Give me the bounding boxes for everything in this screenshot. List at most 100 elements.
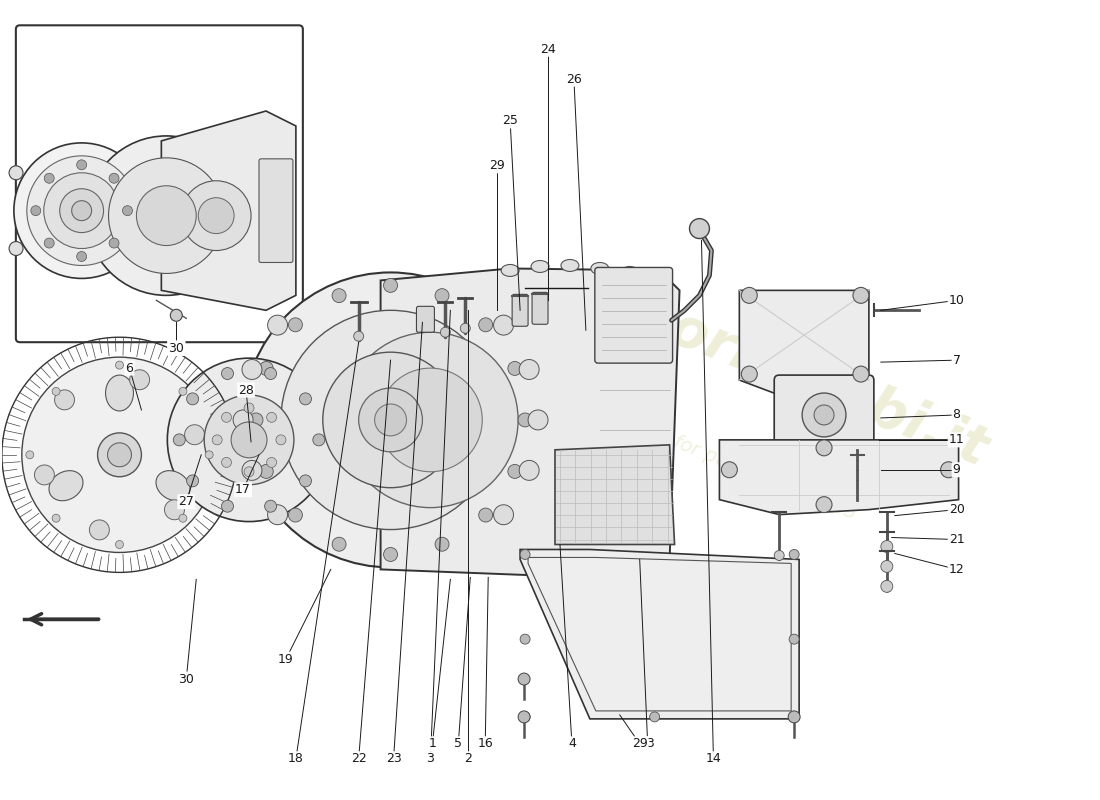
Circle shape [440, 327, 450, 338]
Text: 27: 27 [178, 495, 195, 508]
Circle shape [312, 434, 324, 446]
FancyBboxPatch shape [417, 306, 434, 332]
Circle shape [243, 273, 538, 567]
Circle shape [520, 634, 530, 644]
Text: 13: 13 [640, 738, 656, 750]
Circle shape [87, 136, 246, 295]
Circle shape [722, 462, 737, 478]
Circle shape [260, 465, 273, 478]
Circle shape [741, 287, 757, 303]
Text: 10: 10 [948, 294, 965, 307]
Circle shape [518, 413, 532, 427]
Circle shape [650, 712, 660, 722]
Circle shape [343, 332, 518, 508]
Circle shape [267, 505, 287, 525]
Circle shape [31, 206, 41, 216]
Circle shape [384, 278, 397, 292]
Circle shape [478, 318, 493, 332]
Text: 30: 30 [178, 673, 195, 686]
Circle shape [9, 166, 23, 180]
Text: 12: 12 [948, 563, 965, 576]
Polygon shape [556, 445, 674, 545]
Polygon shape [520, 550, 799, 719]
Circle shape [322, 352, 459, 488]
Circle shape [881, 580, 893, 592]
Circle shape [299, 475, 311, 487]
Circle shape [89, 520, 109, 540]
Text: 14: 14 [705, 752, 722, 766]
Circle shape [233, 410, 253, 430]
Circle shape [52, 387, 60, 395]
FancyBboxPatch shape [15, 26, 302, 342]
Text: a passion for parts since 1985: a passion for parts since 1985 [580, 396, 859, 524]
Circle shape [267, 315, 287, 335]
Ellipse shape [106, 375, 133, 411]
Circle shape [205, 395, 294, 485]
Circle shape [244, 403, 254, 413]
Circle shape [26, 156, 136, 266]
Circle shape [165, 500, 185, 520]
Circle shape [789, 712, 799, 722]
Circle shape [375, 404, 407, 436]
Circle shape [185, 425, 205, 445]
Circle shape [44, 174, 54, 183]
Circle shape [774, 550, 784, 561]
Circle shape [244, 466, 254, 477]
Circle shape [260, 362, 273, 375]
FancyBboxPatch shape [774, 375, 873, 455]
Circle shape [940, 462, 957, 478]
Circle shape [518, 711, 530, 723]
Circle shape [789, 550, 799, 559]
Text: 11: 11 [948, 434, 965, 446]
Text: 21: 21 [948, 533, 965, 546]
Circle shape [265, 500, 276, 512]
Circle shape [299, 393, 311, 405]
Text: 24: 24 [540, 42, 556, 56]
Circle shape [14, 143, 150, 278]
Circle shape [354, 331, 364, 342]
Text: 16: 16 [477, 738, 493, 750]
Text: 5: 5 [454, 738, 462, 750]
Circle shape [789, 634, 799, 644]
Text: 9: 9 [953, 463, 960, 476]
Text: 29: 29 [490, 159, 505, 172]
Circle shape [25, 451, 34, 458]
Text: 20: 20 [948, 503, 965, 516]
Circle shape [116, 361, 123, 369]
Circle shape [231, 422, 267, 458]
Circle shape [741, 366, 757, 382]
Text: 4: 4 [568, 738, 576, 750]
Circle shape [242, 359, 262, 379]
Text: 26: 26 [566, 73, 582, 86]
Polygon shape [719, 440, 958, 514]
Circle shape [478, 508, 493, 522]
Text: 8: 8 [953, 409, 960, 422]
Circle shape [332, 538, 346, 551]
Circle shape [288, 508, 302, 522]
Circle shape [179, 514, 187, 522]
Text: 25: 25 [503, 114, 518, 127]
Circle shape [22, 357, 217, 553]
Circle shape [881, 541, 893, 553]
Text: 1: 1 [429, 738, 437, 750]
Circle shape [280, 310, 500, 530]
Polygon shape [162, 111, 296, 310]
Text: 2: 2 [464, 752, 472, 766]
Polygon shape [381, 269, 680, 579]
Circle shape [206, 451, 213, 458]
Text: euroricambi.it: euroricambi.it [564, 262, 994, 478]
Circle shape [221, 458, 231, 467]
FancyBboxPatch shape [595, 267, 672, 363]
Ellipse shape [502, 265, 519, 277]
Circle shape [59, 189, 103, 233]
Circle shape [266, 412, 276, 422]
Circle shape [266, 458, 276, 467]
Text: 6: 6 [125, 362, 133, 374]
Circle shape [528, 410, 548, 430]
Text: 18: 18 [288, 752, 304, 766]
Circle shape [116, 541, 123, 549]
Circle shape [187, 393, 199, 405]
Circle shape [167, 358, 331, 522]
Circle shape [122, 206, 132, 216]
Circle shape [187, 475, 199, 487]
